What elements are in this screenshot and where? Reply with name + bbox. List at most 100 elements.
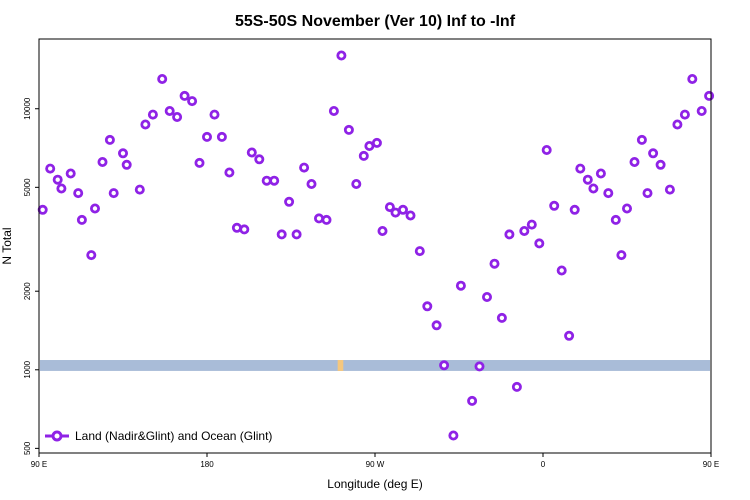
- series-0: [37, 50, 715, 441]
- data-point: [672, 119, 683, 130]
- data-point: [622, 203, 633, 214]
- band: [40, 360, 710, 371]
- x-axis-label: Longitude (deg E): [327, 477, 422, 491]
- data-point: [588, 183, 599, 194]
- chart-title: 55S-50S November (Ver 10) Inf to -Inf: [235, 13, 516, 30]
- data-point: [306, 178, 317, 189]
- data-point: [610, 214, 621, 225]
- data-point: [343, 124, 354, 135]
- data-point: [474, 361, 485, 372]
- data-point: [194, 157, 205, 168]
- data-point: [377, 225, 388, 236]
- data-point: [603, 188, 614, 199]
- legend: Land (Nadir&Glint) and Ocean (Glint): [45, 429, 272, 443]
- data-point: [687, 74, 698, 85]
- data-point: [351, 178, 362, 189]
- data-point: [172, 112, 183, 123]
- data-point: [431, 320, 442, 331]
- x-tick-label: 90 E: [703, 460, 719, 469]
- data-point: [52, 174, 63, 185]
- data-point: [629, 156, 640, 167]
- data-point: [45, 163, 56, 174]
- data-point: [254, 154, 265, 165]
- data-point: [65, 168, 76, 179]
- data-point: [73, 188, 84, 199]
- x-tick-label: 0: [541, 460, 546, 469]
- data-point: [90, 203, 101, 214]
- x-tick-label: 180: [200, 460, 214, 469]
- data-point: [549, 200, 560, 211]
- data-point: [455, 280, 466, 291]
- data-point: [134, 184, 145, 195]
- data-point: [37, 204, 48, 215]
- data-point: [422, 301, 433, 312]
- data-point: [575, 163, 586, 174]
- data-point: [209, 109, 220, 120]
- data-point: [582, 174, 593, 185]
- data-point: [704, 90, 715, 101]
- data-point: [504, 229, 515, 240]
- data-point: [291, 229, 302, 240]
- data-point: [104, 134, 115, 145]
- data-point: [616, 250, 627, 261]
- x-axis: 90 E 180 90 W 0 90 E: [31, 453, 719, 469]
- data-point: [384, 202, 395, 213]
- data-point: [467, 395, 478, 406]
- data-point: [648, 148, 659, 159]
- data-point: [595, 168, 606, 179]
- data-point: [157, 74, 168, 85]
- data-point: [541, 144, 552, 155]
- data-point: [489, 258, 500, 269]
- y-axis-label: N Total: [0, 227, 14, 264]
- data-point: [364, 140, 375, 151]
- data-point: [164, 106, 175, 117]
- legend-marker: [51, 430, 63, 442]
- data-point: [496, 312, 507, 323]
- data-point: [448, 430, 459, 441]
- data-point: [655, 159, 666, 170]
- data-point: [97, 156, 108, 167]
- data-point: [696, 106, 707, 117]
- y-tick-label: 10000: [23, 97, 32, 120]
- y-tick-label: 500: [23, 441, 32, 455]
- data-point: [118, 148, 129, 159]
- x-tick-label: 90 W: [366, 460, 385, 469]
- data-point: [108, 188, 119, 199]
- data-point: [414, 246, 425, 257]
- data-point: [371, 137, 382, 148]
- data-point: [511, 381, 522, 392]
- data-point: [76, 214, 87, 225]
- data-point: [269, 175, 280, 186]
- data-point: [56, 183, 67, 194]
- data-point: [556, 265, 567, 276]
- data-point: [439, 360, 450, 371]
- data-point: [299, 162, 310, 173]
- plot-area: [37, 50, 715, 441]
- data-point: [526, 219, 537, 230]
- data-point: [328, 106, 339, 117]
- data-point: [216, 131, 227, 142]
- plot-frame: [38, 38, 712, 454]
- data-point: [224, 167, 235, 178]
- data-point: [534, 238, 545, 249]
- data-point: [481, 291, 492, 302]
- data-point: [201, 131, 212, 142]
- data-point: [179, 90, 190, 101]
- data-point: [187, 96, 198, 107]
- y-tick-label: 2000: [23, 282, 32, 300]
- data-point: [276, 229, 287, 240]
- data-point: [147, 109, 158, 120]
- data-point: [86, 250, 97, 261]
- y-tick-label: 5000: [23, 178, 32, 196]
- data-point: [664, 184, 675, 195]
- data-point: [564, 330, 575, 341]
- data-point: [239, 224, 250, 235]
- y-tick-label: 1000: [23, 360, 32, 378]
- data-point: [519, 225, 530, 236]
- data-point: [121, 159, 132, 170]
- data-point: [140, 119, 151, 130]
- data-point: [284, 196, 295, 207]
- data-point: [313, 213, 324, 224]
- data-point: [569, 204, 580, 215]
